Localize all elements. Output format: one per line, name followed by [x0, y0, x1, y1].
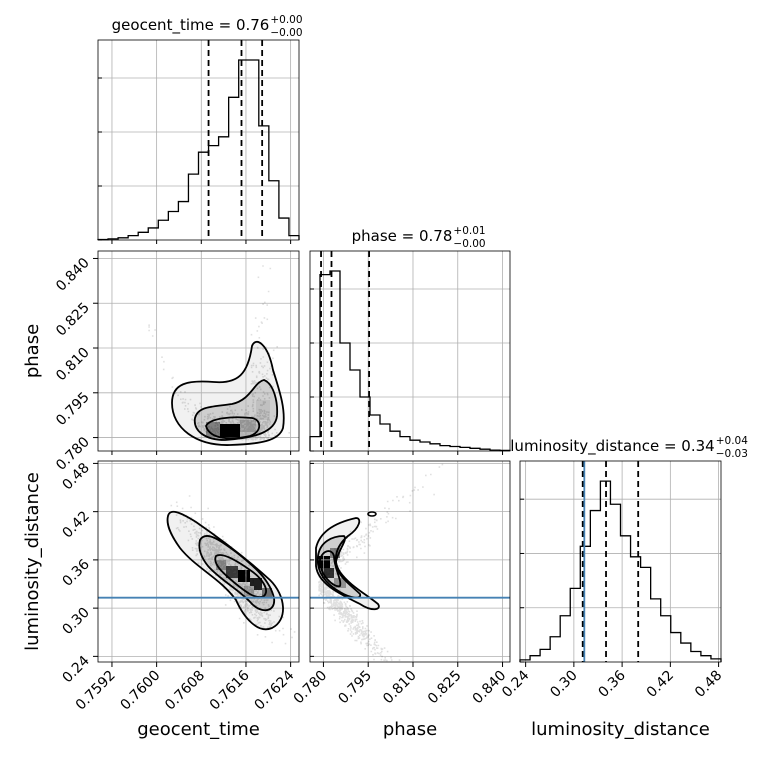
density-block	[220, 424, 240, 438]
x-tick-label: 0.48	[692, 668, 725, 701]
density-block	[322, 568, 334, 578]
y-tick-label: 0.36	[59, 556, 92, 589]
density-block	[238, 570, 250, 582]
x-tick-label: 0.810	[380, 668, 420, 708]
panel-frame	[97, 460, 300, 663]
sample-points	[318, 463, 444, 662]
contour-2sigma	[316, 535, 362, 599]
panel-frame	[97, 39, 300, 241]
y-tick-label: 0.24	[59, 653, 92, 686]
panel-frame	[519, 460, 722, 663]
y-tick-label: 0.30	[59, 605, 92, 638]
contour-1sigma	[319, 550, 342, 588]
x-tick-label: 0.24	[499, 667, 532, 700]
x-axis-label-geocent_time: geocent_time	[137, 719, 260, 740]
y-axis-label-phase: phase	[22, 324, 43, 378]
panel-frame	[309, 250, 511, 452]
contour-1sigma	[214, 554, 267, 598]
x-tick-label: 0.36	[596, 667, 629, 700]
contour-1sigma	[205, 416, 261, 440]
contour-3sigma	[166, 510, 284, 631]
density-block	[244, 586, 254, 596]
sample-points	[148, 265, 290, 441]
title-upper-error: +0.04	[716, 435, 748, 447]
density-block	[240, 420, 256, 432]
title-upper-error: +0.01	[453, 225, 485, 237]
y-tick-label: 0.42	[59, 508, 92, 541]
x-tick-label: 0.7624	[251, 667, 297, 713]
title-lower-error: −0.00	[270, 27, 302, 39]
panel-frame	[97, 250, 300, 452]
density-block	[256, 400, 270, 420]
x-tick-label: 0.7600	[117, 668, 163, 714]
contour-3sigma	[171, 340, 285, 446]
title-lower-error: −0.03	[716, 448, 748, 460]
y-tick-label: 0.840	[53, 255, 93, 295]
density-block	[226, 566, 238, 578]
contour-3sigma	[315, 517, 380, 611]
contour-2sigma	[198, 535, 275, 612]
y-tick-label: 0.810	[53, 345, 93, 385]
histogram-geocent_time	[97, 59, 300, 241]
histogram-luminosity_distance	[519, 480, 722, 662]
x-tick-label: 0.825	[425, 668, 465, 708]
x-tick-label: 0.780	[291, 668, 331, 708]
x-tick-label: 0.42	[644, 668, 677, 701]
y-tick-label: 0.825	[53, 300, 93, 340]
histogram-phase	[309, 270, 511, 452]
x-axis-label-luminosity_distance: luminosity_distance	[531, 719, 710, 740]
density-block	[206, 422, 220, 438]
y-tick-label: 0.795	[53, 389, 93, 429]
x-tick-label: 0.7608	[162, 668, 208, 714]
contour-2sigma	[193, 379, 279, 441]
panel-frame	[309, 460, 511, 663]
contour-island	[367, 511, 377, 517]
density-block	[216, 560, 226, 570]
x-tick-label: 0.795	[335, 668, 375, 708]
title-lower-error: −0.00	[453, 238, 485, 250]
density-block	[262, 588, 272, 598]
x-tick-label: 0.30	[547, 668, 580, 701]
panel-title-geocent_time: geocent_time = 0.76	[112, 16, 270, 35]
x-tick-label: 0.7616	[207, 667, 253, 713]
title-upper-error: +0.00	[270, 14, 302, 26]
density-block	[330, 548, 340, 558]
x-axis-label-phase: phase	[383, 719, 437, 740]
panel-title-luminosity_distance: luminosity_distance = 0.34	[510, 437, 714, 456]
panel-title-phase: phase = 0.78	[352, 227, 453, 245]
y-axis-label-luminosity_distance: luminosity_distance	[22, 472, 43, 651]
